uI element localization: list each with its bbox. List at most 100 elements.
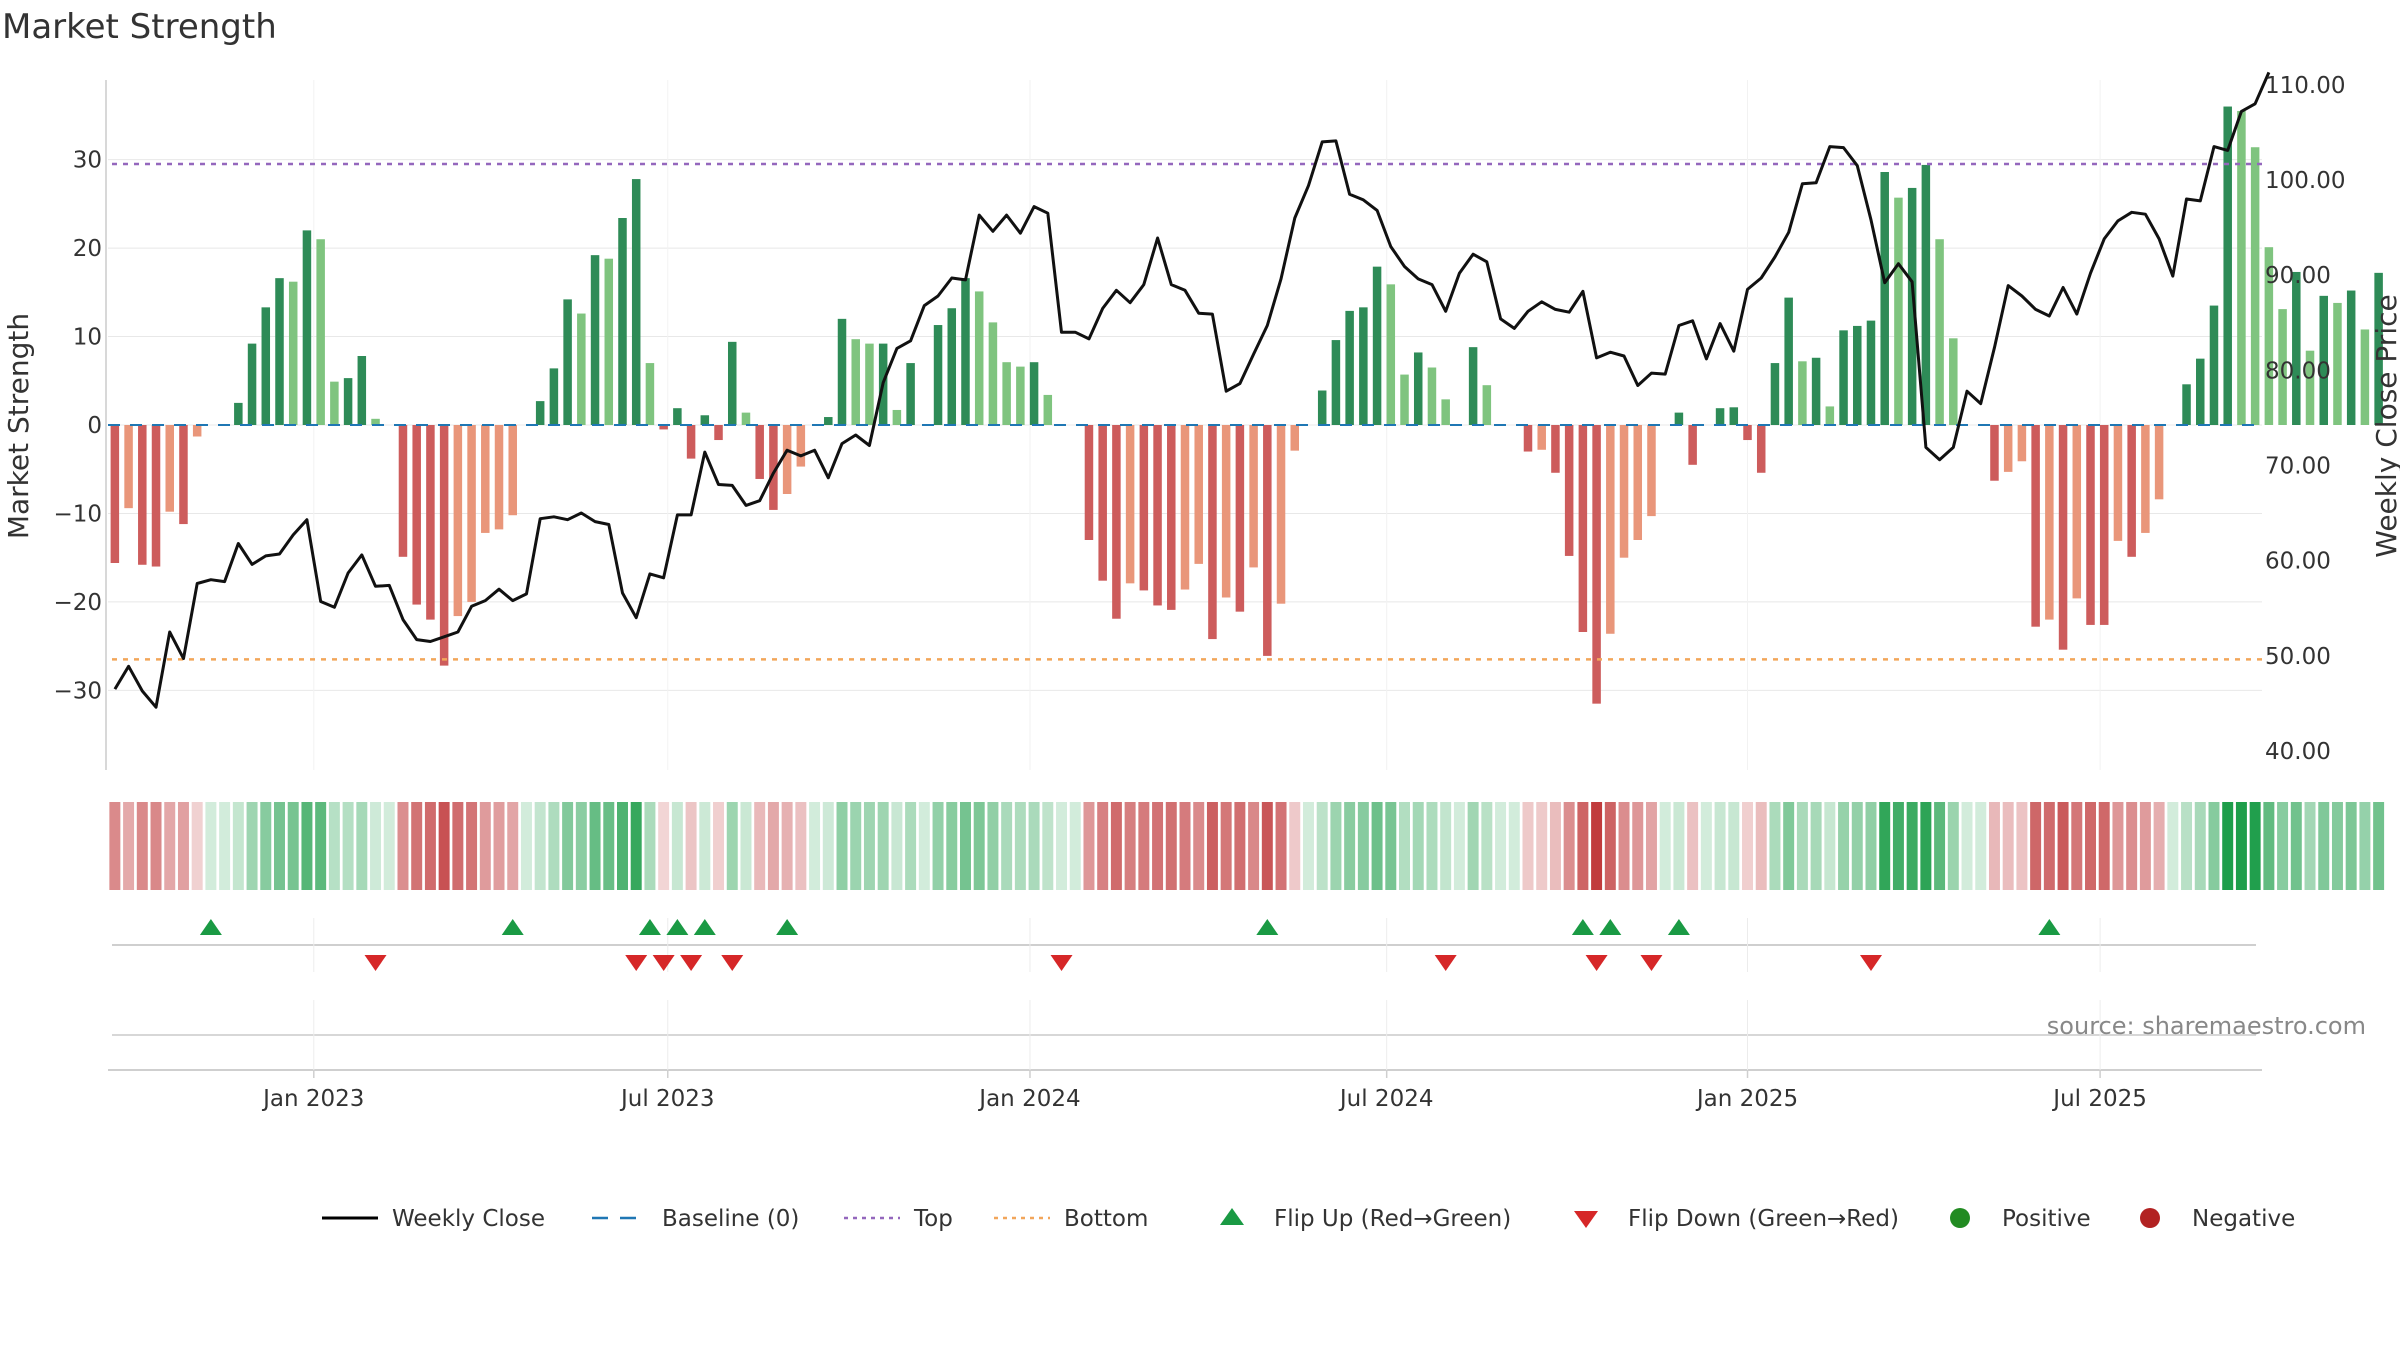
- positive-bar: [1043, 394, 1053, 425]
- strip-cell: [671, 802, 683, 890]
- strip-cell: [905, 802, 917, 890]
- strip-cell: [713, 802, 725, 890]
- positive-bar: [2292, 271, 2301, 425]
- strip-cell: [1056, 802, 1068, 890]
- negative-bar: [192, 425, 202, 437]
- strip-cell: [1124, 802, 1136, 890]
- left-tick-label: 20: [73, 236, 102, 262]
- strip-cell: [328, 802, 340, 890]
- positive-bar: [851, 339, 860, 425]
- positive-bar: [275, 278, 284, 425]
- positive-bar: [2182, 384, 2191, 425]
- positive-bar: [234, 402, 243, 425]
- positive-bar: [1921, 164, 1931, 425]
- right-tick-label: 80.00: [2265, 358, 2331, 384]
- strip-cell: [1906, 802, 1918, 890]
- negative-bar: [1139, 425, 1149, 591]
- negative-bar: [481, 425, 490, 533]
- strip-cell: [1728, 802, 1740, 890]
- left-tick-label: 10: [73, 325, 102, 351]
- negative-bar: [1523, 425, 1533, 452]
- right-tick-label: 90.00: [2265, 263, 2331, 289]
- strip-cell: [397, 802, 409, 890]
- strip-cell: [1495, 802, 1507, 890]
- strip-cell: [1632, 802, 1644, 890]
- flip-down-marker: [680, 955, 703, 971]
- positive-bar: [1359, 307, 1368, 425]
- strip-cell: [740, 802, 752, 890]
- positive-bar: [1317, 390, 1327, 425]
- strip-cell: [1755, 802, 1767, 890]
- positive-bar: [2264, 247, 2274, 425]
- strip-cell: [1179, 802, 1191, 890]
- negative-bar: [1592, 425, 1601, 704]
- strip-cell: [1687, 802, 1699, 890]
- strip-cell: [987, 802, 999, 890]
- strip-cell: [1234, 802, 1246, 890]
- positive-bar: [288, 281, 298, 425]
- strip-cell: [479, 802, 491, 890]
- strip-cell: [891, 802, 903, 890]
- strip-cell: [1138, 802, 1150, 890]
- strip-cell: [342, 802, 354, 890]
- legend-item: Negative: [2140, 1206, 2295, 1232]
- strip-cell: [438, 802, 450, 890]
- strip-cell: [2098, 802, 2110, 890]
- flip-up-marker: [199, 919, 222, 935]
- positive-bar: [1002, 362, 1011, 425]
- strip-cell: [726, 802, 738, 890]
- strip-cell: [1206, 802, 1218, 890]
- strip-cell: [2277, 802, 2289, 890]
- flip-up-marker: [638, 919, 661, 935]
- strip-cell: [1508, 802, 1520, 890]
- legend-item: Bottom: [994, 1206, 1148, 1232]
- strip-cell: [177, 802, 189, 890]
- strip-cell: [1083, 802, 1095, 890]
- positive-bar: [1880, 172, 1889, 425]
- left-tick-label: −20: [53, 590, 102, 616]
- strip-cell: [767, 802, 779, 890]
- x-tick-label: Jul 2024: [1338, 1086, 1434, 1112]
- strip-cell: [493, 802, 505, 890]
- strip-cell: [534, 802, 546, 890]
- strip-cell: [1426, 802, 1438, 890]
- strip-cell: [918, 802, 930, 890]
- strip-cell: [1892, 802, 1904, 890]
- positive-bar: [741, 412, 751, 425]
- strip-cell: [466, 802, 478, 890]
- positive-bar: [1853, 325, 1862, 425]
- legend-item: Weekly Close: [322, 1206, 545, 1232]
- strip-cell: [932, 802, 944, 890]
- strip-cell: [370, 802, 382, 890]
- strip-cell: [2235, 802, 2247, 890]
- legend: Weekly Close Baseline (0) Top Bottom Flip Up…: [322, 1206, 2295, 1232]
- strip-cell: [658, 802, 670, 890]
- strip-cell: [836, 802, 848, 890]
- strip-cell: [1604, 802, 1616, 890]
- strip-cell: [260, 802, 272, 890]
- strip-cell: [1385, 802, 1397, 890]
- flip-down-marker: [652, 955, 675, 971]
- strip-cell: [1700, 802, 1712, 890]
- positive-bar: [824, 417, 833, 425]
- strip-cell: [315, 802, 327, 890]
- strip-cell: [795, 802, 807, 890]
- positive-bar: [357, 356, 367, 425]
- strip-cell: [301, 802, 313, 890]
- strip-cell: [1645, 802, 1657, 890]
- negative-bar: [2127, 425, 2136, 557]
- negative-bar: [796, 425, 806, 467]
- negative-bar: [659, 425, 668, 430]
- strip-cell: [1796, 802, 1808, 890]
- strip-cell: [232, 802, 244, 890]
- flip-down-marker: [1434, 955, 1457, 971]
- strip-cell: [2153, 802, 2165, 890]
- strip-cell: [1014, 802, 1026, 890]
- positive-bar: [1729, 407, 1739, 425]
- legend-item: Positive: [1950, 1206, 2091, 1232]
- flip-up-marker: [1256, 919, 1279, 935]
- strip-cell: [1810, 802, 1822, 890]
- strip-cell: [1261, 802, 1273, 890]
- strip-cell: [2057, 802, 2069, 890]
